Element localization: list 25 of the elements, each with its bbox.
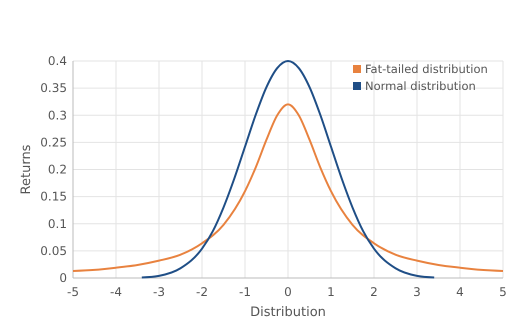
x-tick-label: 4 xyxy=(456,285,464,299)
x-tick-label: -1 xyxy=(239,285,251,299)
y-axis-title: Returns xyxy=(19,144,34,194)
y-tick-label: 0.3 xyxy=(48,108,67,122)
legend-label: Fat-tailed distribution xyxy=(365,62,488,76)
x-tick-label: 5 xyxy=(499,285,507,299)
x-tick-label: -2 xyxy=(196,285,208,299)
line-series xyxy=(72,103,504,272)
x-tick-label: 3 xyxy=(413,285,421,299)
y-tick-label: 0.25 xyxy=(40,135,67,150)
legend-label: Normal distribution xyxy=(365,79,476,93)
y-tick-label: 0 xyxy=(59,271,67,285)
y-tick-label: 0.1 xyxy=(48,216,67,231)
y-tick-label: 0.4 xyxy=(48,54,67,68)
x-tick-label: -4 xyxy=(110,285,122,299)
y-tick-label: 0.35 xyxy=(40,81,67,96)
x-axis-title: Distribution xyxy=(250,305,326,320)
y-tick-label: 0.15 xyxy=(40,190,67,204)
x-tick-label: 2 xyxy=(370,285,378,299)
x-tick-label: -3 xyxy=(153,285,165,299)
x-tick-label: 1 xyxy=(327,285,335,299)
x-tick-label: -5 xyxy=(67,285,79,299)
y-tick-label: 0.05 xyxy=(40,244,67,258)
y-tick-label: 0.2 xyxy=(48,162,67,176)
x-tick-label: 0 xyxy=(284,285,292,299)
